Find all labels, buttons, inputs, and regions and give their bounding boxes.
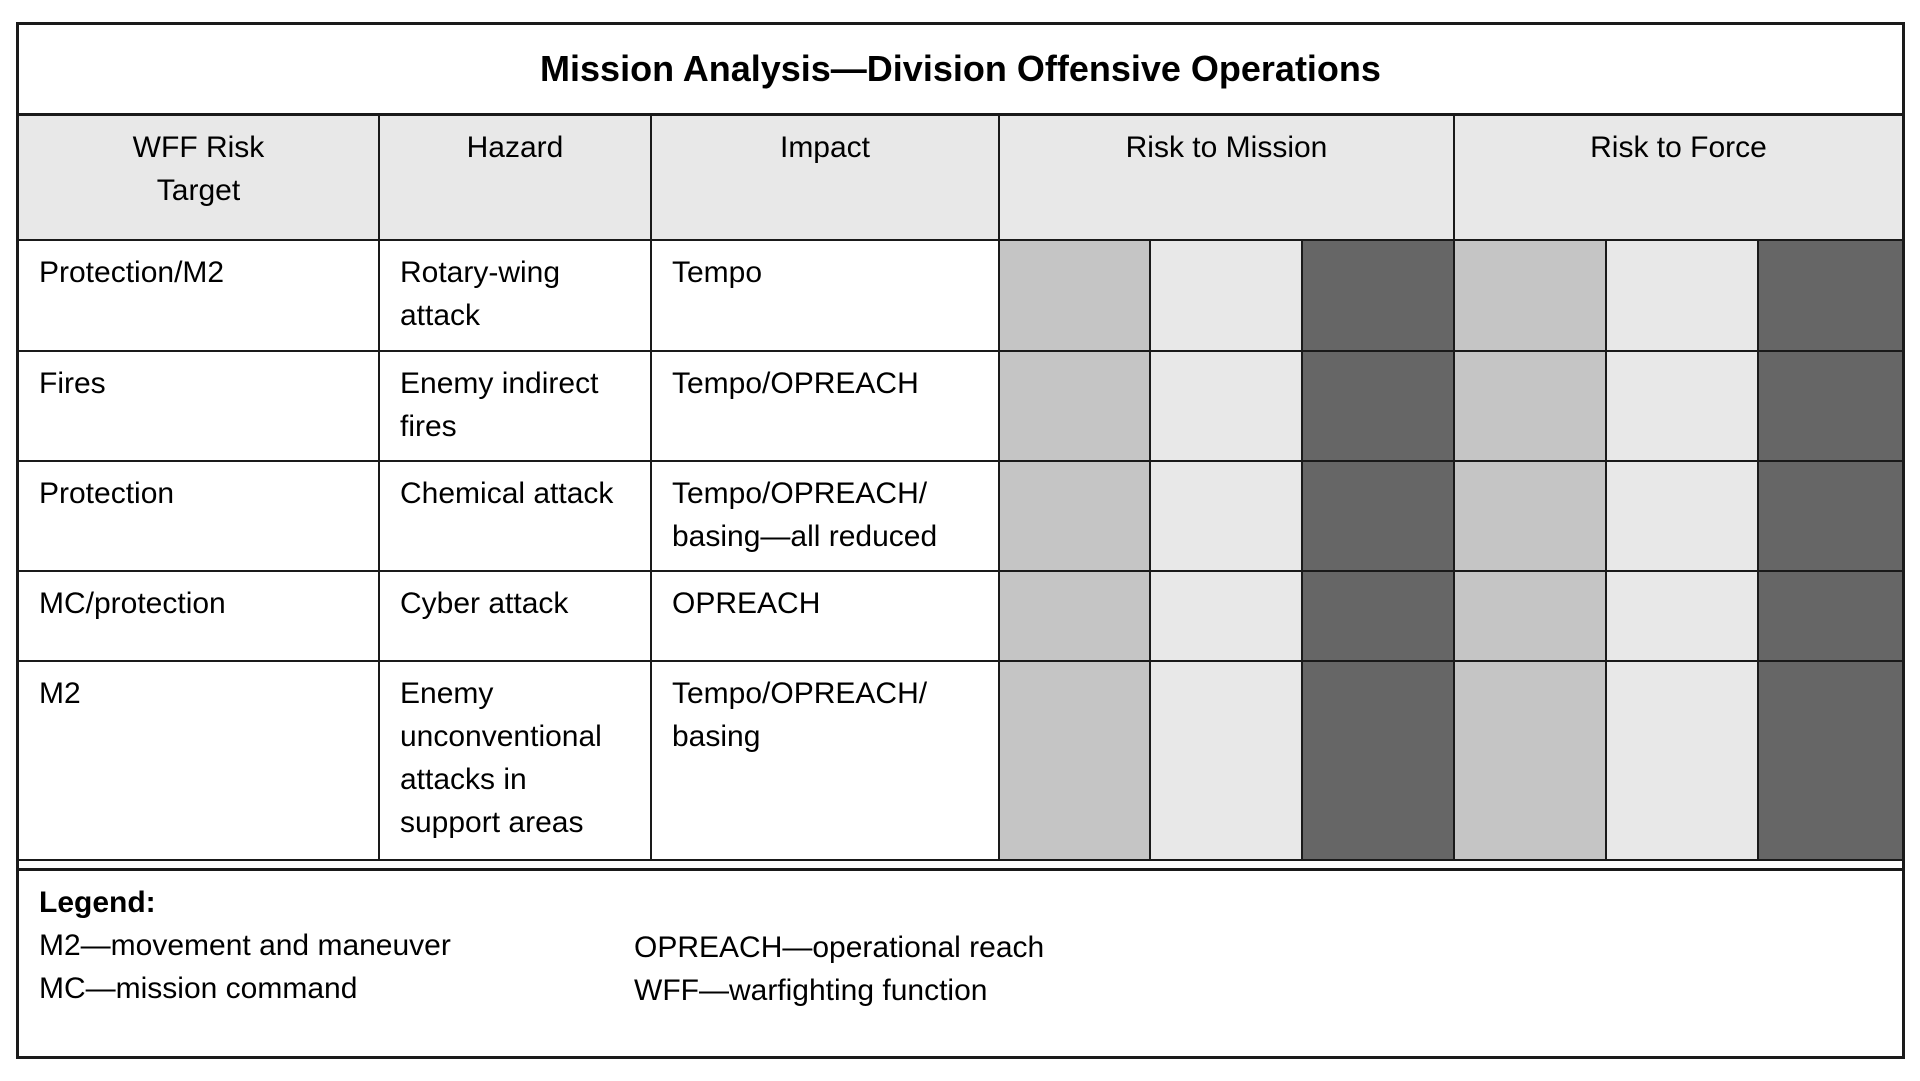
- legend-item: MC—mission command: [39, 972, 358, 1005]
- mission-risk-high-cell: [1301, 570, 1455, 662]
- impact-cell: Tempo: [650, 239, 1000, 352]
- wff-cell: Fires: [19, 350, 380, 462]
- force-risk-medium-cell: [1453, 570, 1607, 662]
- force-risk-low-cell: [1605, 570, 1759, 662]
- force-risk-medium-cell: [1453, 239, 1607, 352]
- legend-column-1: M2—movement and maneuver MC—mission comm…: [39, 924, 451, 1010]
- header-wff-risk-target: WFF Risk Target: [19, 116, 380, 241]
- mission-risk-low-cell: [1149, 660, 1303, 861]
- header-wff-risk-target-label: WFF Risk Target: [132, 131, 265, 207]
- force-risk-high-cell: [1756, 660, 1903, 861]
- force-risk-high-cell: [1756, 350, 1903, 462]
- force-risk-medium-cell: [1453, 660, 1607, 861]
- mission-risk-high-cell: [1301, 460, 1455, 572]
- table-row: Protection Chemical attack Tempo/OPREACH…: [19, 460, 1903, 572]
- mission-risk-low-cell: [1149, 570, 1303, 662]
- mission-risk-low-cell: [1149, 350, 1303, 462]
- risk-assessment-table: WFF Risk Target Hazard Impact Risk to Mi…: [19, 116, 1903, 861]
- impact-cell: Tempo/OPREACH/ basing: [650, 660, 1000, 861]
- wff-cell: MC/protection: [19, 570, 380, 662]
- force-risk-high-cell: [1756, 570, 1903, 662]
- hazard-cell: Chemical attack: [378, 460, 652, 572]
- mission-risk-medium-cell: [998, 239, 1151, 352]
- force-risk-low-cell: [1605, 350, 1759, 462]
- table-row: Fires Enemy indirect fires Tempo/OPREACH: [19, 350, 1903, 462]
- force-risk-low-cell: [1605, 660, 1759, 861]
- mission-risk-low-cell: [1149, 460, 1303, 572]
- hazard-cell: Enemy unconventional attacks in support …: [378, 660, 652, 861]
- mission-risk-high-cell: [1301, 350, 1455, 462]
- mission-risk-medium-cell: [998, 660, 1151, 861]
- table-row: Protection/M2 Rotary-wing attack Tempo: [19, 239, 1903, 352]
- force-risk-high-cell: [1756, 460, 1903, 572]
- table-title: Mission Analysis—Division Offensive Oper…: [19, 25, 1902, 116]
- header-hazard: Hazard: [378, 116, 652, 241]
- force-risk-low-cell: [1605, 239, 1759, 352]
- table-row: M2 Enemy unconventional attacks in suppo…: [19, 660, 1903, 861]
- impact-cell: Tempo/OPREACH: [650, 350, 1000, 462]
- mission-risk-medium-cell: [998, 460, 1151, 572]
- legend-title: Legend:: [39, 886, 156, 919]
- impact-cell: Tempo/OPREACH/ basing—all reduced: [650, 460, 1000, 572]
- header-risk-to-force: Risk to Force: [1452, 116, 1903, 241]
- mission-risk-high-cell: [1301, 660, 1455, 861]
- table-row: MC/protection Cyber attack OPREACH: [19, 570, 1903, 662]
- mission-risk-high-cell: [1301, 239, 1455, 352]
- force-risk-high-cell: [1756, 239, 1903, 352]
- mission-risk-medium-cell: [998, 350, 1151, 462]
- hazard-cell: Rotary-wing attack: [378, 239, 652, 352]
- legend: Legend: M2—movement and maneuver MC—miss…: [19, 868, 1902, 1056]
- impact-cell: OPREACH: [650, 570, 1000, 662]
- wff-cell: M2: [19, 660, 380, 861]
- risk-table-figure: Mission Analysis—Division Offensive Oper…: [16, 22, 1905, 1059]
- force-risk-medium-cell: [1453, 350, 1607, 462]
- legend-column-2: OPREACH—operational reach WFF—warfightin…: [634, 926, 1044, 1012]
- hazard-cell: Enemy indirect fires: [378, 350, 652, 462]
- force-risk-medium-cell: [1453, 460, 1607, 572]
- wff-cell: Protection/M2: [19, 239, 380, 352]
- mission-risk-medium-cell: [998, 570, 1151, 662]
- header-impact: Impact: [650, 116, 1000, 241]
- mission-risk-low-cell: [1149, 239, 1303, 352]
- legend-item: WFF—warfighting function: [634, 974, 988, 1007]
- wff-cell: Protection: [19, 460, 380, 572]
- header-row: WFF Risk Target Hazard Impact Risk to Mi…: [19, 116, 1903, 241]
- legend-item: OPREACH—operational reach: [634, 931, 1045, 964]
- hazard-cell: Cyber attack: [378, 570, 652, 662]
- legend-item: M2—movement and maneuver: [39, 929, 451, 962]
- force-risk-low-cell: [1605, 460, 1759, 572]
- header-risk-to-mission: Risk to Mission: [998, 116, 1455, 241]
